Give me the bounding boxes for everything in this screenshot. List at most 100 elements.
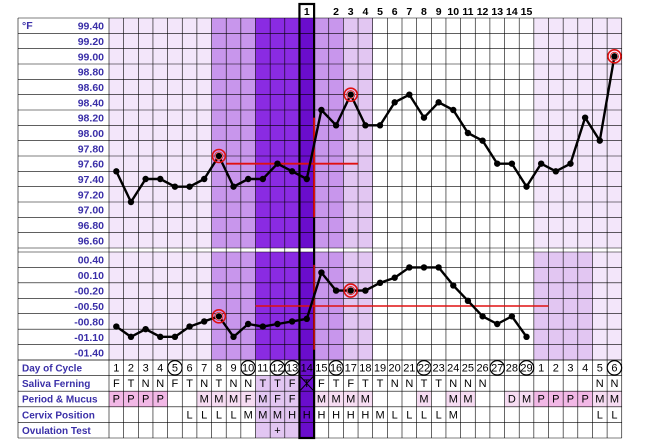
row-cell-bg bbox=[182, 422, 197, 438]
row-cell-bg bbox=[358, 406, 373, 423]
row-cell-bg bbox=[460, 406, 476, 423]
temp-tick-label: 97.00 bbox=[78, 205, 104, 217]
row-cell-bg bbox=[489, 375, 505, 392]
row-cell-bg bbox=[138, 422, 153, 438]
row-cell-bg bbox=[196, 391, 212, 407]
temp-point-day-23 bbox=[435, 99, 442, 106]
saliva-point-day-12 bbox=[274, 320, 281, 328]
row-cell-bg bbox=[182, 391, 197, 407]
temp-point-day-12 bbox=[274, 160, 281, 167]
row-cell-bg bbox=[533, 391, 549, 407]
saliva-band-day-10 bbox=[240, 252, 256, 360]
row-cell-bg bbox=[548, 422, 564, 438]
row-cell-bg bbox=[255, 422, 271, 438]
row-cell-bg bbox=[109, 360, 124, 376]
row-cell-bg bbox=[299, 406, 315, 423]
row-2-cell-day-11: M bbox=[258, 394, 267, 406]
row-cell-bg bbox=[167, 422, 183, 438]
row-0-cell-day-29: 29 bbox=[520, 363, 532, 375]
row-cell-bg bbox=[372, 360, 388, 376]
row-1-cell-day-35: N bbox=[610, 378, 618, 390]
row-cell-bg bbox=[211, 406, 227, 423]
saliva-point-day-4 bbox=[157, 333, 164, 341]
row-cell-bg bbox=[138, 391, 153, 407]
top-axis-label: 1 bbox=[304, 6, 310, 18]
row-0-cell-day-31: 2 bbox=[553, 363, 559, 375]
row-cell-bg bbox=[196, 406, 212, 423]
saliva-band-day-31 bbox=[548, 252, 564, 360]
top-axis-label: 4 bbox=[362, 6, 368, 18]
row-3-cell-day-9: L bbox=[230, 409, 236, 421]
circled-cycle-day bbox=[416, 359, 432, 376]
row-0-cell-day-33: 4 bbox=[582, 363, 588, 375]
saliva-point-day-8 bbox=[215, 313, 223, 320]
row-cell-bg bbox=[445, 406, 461, 423]
row-2-cell-day-35: M bbox=[610, 394, 619, 406]
top-axis-label: 2 bbox=[333, 6, 339, 18]
temp-band-day-6 bbox=[182, 18, 197, 248]
row-2-cell-day-12: F bbox=[274, 394, 281, 406]
row-2-cell-day-2: P bbox=[127, 394, 134, 406]
top-axis-label: 11 bbox=[462, 6, 473, 18]
row-1-cell-day-10: N bbox=[244, 378, 252, 390]
row-cell-bg bbox=[226, 422, 241, 438]
row-2-cell-day-16: M bbox=[331, 394, 340, 406]
row-cell-bg bbox=[519, 422, 534, 438]
row-cell-bg bbox=[431, 406, 446, 423]
unit-label: °F bbox=[22, 20, 33, 32]
circled-cycle-day bbox=[167, 359, 183, 376]
row-cell-bg bbox=[226, 406, 241, 423]
temp-point-day-15 bbox=[318, 106, 325, 114]
temp-band-day-1 bbox=[109, 18, 124, 248]
row-cell-bg bbox=[416, 391, 432, 407]
row-cell-bg bbox=[431, 391, 446, 407]
row-2-cell-day-17: M bbox=[346, 394, 355, 406]
row-3-cell-day-16: H bbox=[332, 409, 340, 421]
row-label-bg-4 bbox=[18, 422, 109, 438]
temp-point-day-3 bbox=[142, 175, 149, 183]
saliva-band-day-9 bbox=[226, 252, 241, 360]
row-3-cell-day-7: L bbox=[201, 409, 207, 421]
circled-cycle-day bbox=[284, 359, 300, 376]
saliva-point-day-27 bbox=[494, 320, 501, 328]
temp-tick-label: 96.60 bbox=[78, 235, 104, 247]
saliva-point-day-13 bbox=[288, 318, 296, 325]
temp-circled-point bbox=[343, 87, 359, 102]
row-3-cell-day-8: L bbox=[216, 409, 222, 421]
row-2-cell-day-30: P bbox=[538, 394, 545, 406]
temp-tick-label: 97.60 bbox=[78, 159, 104, 171]
top-axis-label: 8 bbox=[421, 6, 427, 18]
row-0-cell-day-25: 25 bbox=[462, 363, 474, 375]
row-2-cell-day-4: P bbox=[157, 394, 164, 406]
temp-band-day-22 bbox=[416, 18, 432, 248]
row-3-cell-day-21: L bbox=[406, 409, 412, 421]
row-cell-bg bbox=[445, 360, 461, 376]
saliva-tick-label: -01.10 bbox=[74, 332, 104, 344]
temp-band-day-15 bbox=[314, 18, 329, 248]
row-0-cell-day-16: 16 bbox=[330, 363, 342, 375]
temp-band-day-17 bbox=[343, 18, 359, 248]
top-axis-label: 14 bbox=[506, 6, 518, 18]
row-cell-bg bbox=[240, 391, 256, 407]
temp-tick-label: 99.00 bbox=[78, 51, 104, 63]
row-0-cell-day-17: 17 bbox=[345, 363, 357, 375]
row-1-cell-day-23: T bbox=[435, 378, 442, 390]
temp-band-day-20 bbox=[387, 18, 402, 248]
row-cell-bg bbox=[240, 375, 256, 392]
row-0-cell-day-3: 3 bbox=[143, 363, 149, 375]
temp-tick-label: 96.80 bbox=[78, 220, 104, 232]
temp-tick-label: 99.40 bbox=[78, 21, 104, 33]
row-cell-bg bbox=[167, 406, 183, 423]
row-cell-bg bbox=[299, 391, 315, 407]
saliva-band-day-8 bbox=[211, 252, 227, 360]
temp-band-day-31 bbox=[548, 18, 564, 248]
row-cell-bg bbox=[328, 360, 344, 376]
row-cell-bg bbox=[270, 422, 285, 438]
row-2-cell-day-15: M bbox=[317, 394, 326, 406]
row-cell-bg bbox=[489, 360, 505, 376]
row-cell-bg bbox=[270, 360, 285, 376]
row-1-cell-day-24: N bbox=[449, 378, 457, 390]
row-cell-bg bbox=[402, 375, 417, 392]
saliva-tick-label: 00.10 bbox=[78, 270, 104, 282]
temp-band-day-13 bbox=[284, 18, 300, 248]
